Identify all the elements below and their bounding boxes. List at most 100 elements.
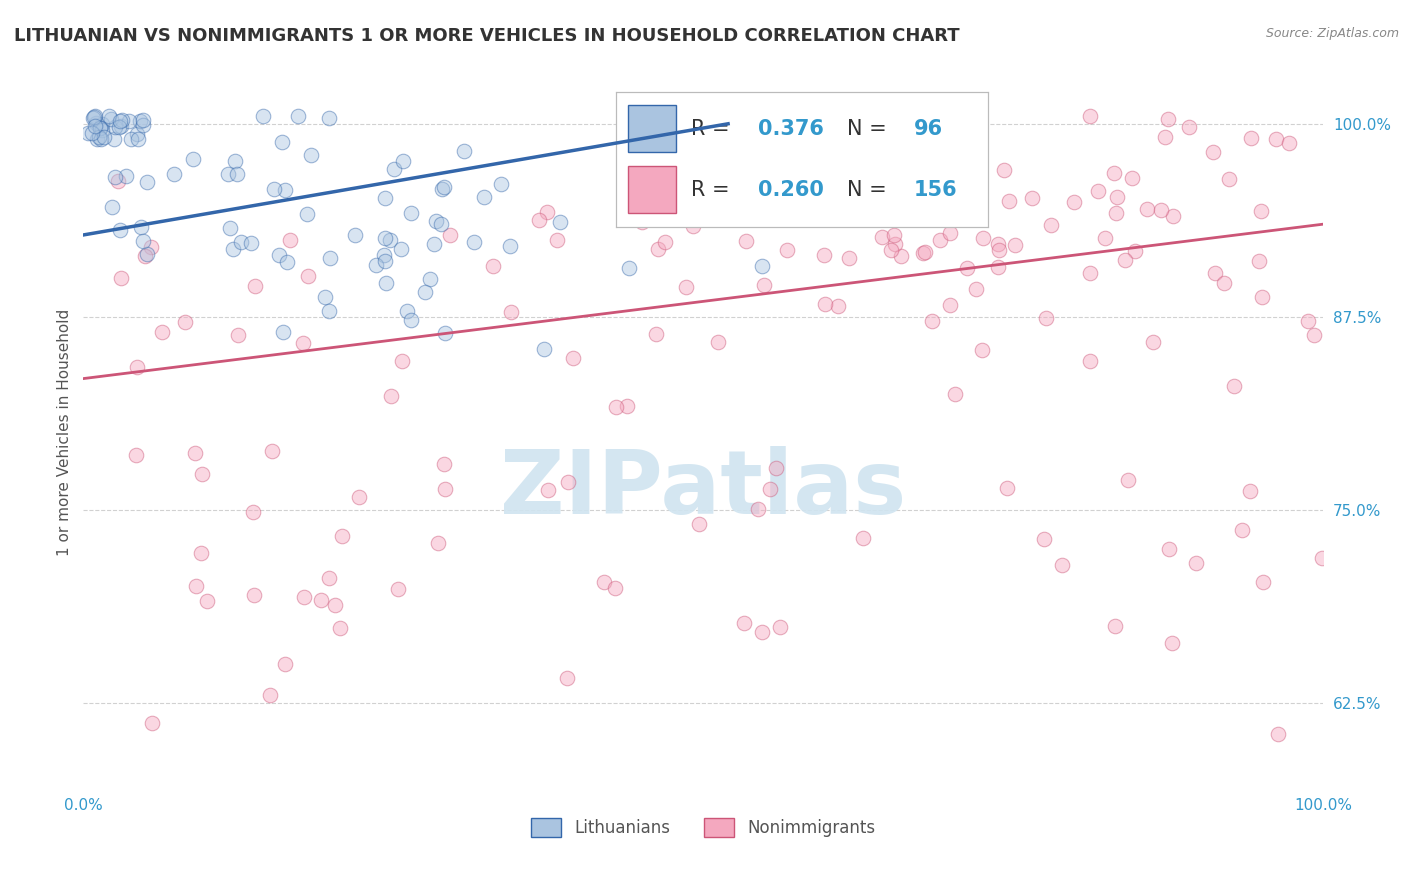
Point — [1157, 541, 1180, 556]
Point — [482, 260, 505, 274]
Point — [555, 671, 578, 685]
Point — [844, 184, 866, 198]
Point — [721, 179, 744, 194]
Point — [132, 113, 155, 128]
Point — [1223, 379, 1246, 393]
Point — [380, 389, 402, 403]
Point — [1114, 253, 1136, 268]
Point — [1078, 354, 1101, 368]
Point — [1154, 130, 1177, 145]
Point — [474, 190, 496, 204]
Point — [174, 315, 197, 329]
Text: Source: ZipAtlas.com: Source: ZipAtlas.com — [1265, 27, 1399, 40]
Point — [344, 227, 367, 242]
Point — [391, 354, 413, 368]
Point — [389, 242, 412, 256]
Point — [374, 230, 396, 244]
Point — [787, 132, 810, 146]
Point — [1250, 204, 1272, 219]
Point — [399, 205, 422, 219]
Point — [135, 175, 157, 189]
Point — [430, 218, 453, 232]
Point — [132, 234, 155, 248]
Point — [852, 531, 875, 545]
Point — [1267, 727, 1289, 741]
Point — [120, 132, 142, 146]
Point — [1004, 238, 1026, 252]
Point — [929, 233, 952, 247]
Point — [938, 298, 960, 312]
Point — [1240, 130, 1263, 145]
Point — [679, 151, 702, 165]
Point — [330, 529, 353, 543]
Point — [243, 279, 266, 293]
Point — [427, 535, 450, 549]
Point — [84, 116, 107, 130]
Point — [197, 594, 219, 608]
Point — [1094, 231, 1116, 245]
Point — [103, 131, 125, 145]
Point — [838, 252, 860, 266]
Point — [972, 343, 994, 357]
Point — [384, 162, 406, 177]
Point — [637, 177, 659, 191]
Point — [918, 201, 941, 215]
Point — [423, 236, 446, 251]
Point — [1251, 575, 1274, 590]
Point — [593, 575, 616, 590]
Point — [1150, 203, 1173, 218]
Point — [433, 326, 456, 340]
Point — [226, 327, 249, 342]
Point — [318, 111, 340, 125]
Point — [1249, 254, 1271, 268]
Point — [318, 571, 340, 585]
Point — [536, 483, 558, 498]
Point — [260, 444, 283, 458]
Point — [1121, 171, 1143, 186]
Point — [329, 621, 352, 635]
Point — [274, 183, 297, 197]
Point — [186, 578, 208, 592]
Point — [319, 251, 342, 265]
Point — [433, 458, 456, 472]
Point — [89, 121, 111, 136]
Point — [276, 255, 298, 269]
Text: LITHUANIAN VS NONIMMIGRANTS 1 OR MORE VEHICLES IN HOUSEHOLD CORRELATION CHART: LITHUANIAN VS NONIMMIGRANTS 1 OR MORE VE… — [14, 27, 960, 45]
Point — [219, 221, 242, 235]
Point — [110, 222, 132, 236]
Point — [323, 598, 346, 612]
Y-axis label: 1 or more Vehicles in Household: 1 or more Vehicles in Household — [58, 309, 72, 557]
Point — [533, 343, 555, 357]
Point — [814, 296, 837, 310]
Point — [162, 168, 184, 182]
Point — [939, 226, 962, 240]
Point — [263, 182, 285, 196]
Point — [688, 517, 710, 532]
Point — [224, 154, 246, 169]
Point — [765, 461, 787, 475]
Point — [252, 109, 274, 123]
Point — [439, 227, 461, 242]
Point — [83, 110, 105, 124]
Point — [880, 244, 903, 258]
Point — [603, 581, 626, 595]
Point — [86, 131, 108, 145]
Point — [433, 483, 456, 497]
Point — [190, 467, 212, 482]
Point — [108, 120, 131, 134]
Point — [364, 258, 387, 272]
Point — [707, 334, 730, 349]
Point — [98, 110, 121, 124]
Point — [100, 112, 122, 126]
Point — [965, 282, 987, 296]
Point — [734, 234, 756, 248]
Point — [1202, 145, 1225, 159]
Point — [995, 481, 1018, 495]
Point — [110, 270, 132, 285]
Point — [751, 259, 773, 273]
Point — [616, 400, 638, 414]
Point — [413, 285, 436, 299]
Point — [751, 625, 773, 640]
Point — [605, 401, 627, 415]
Point — [550, 215, 572, 229]
